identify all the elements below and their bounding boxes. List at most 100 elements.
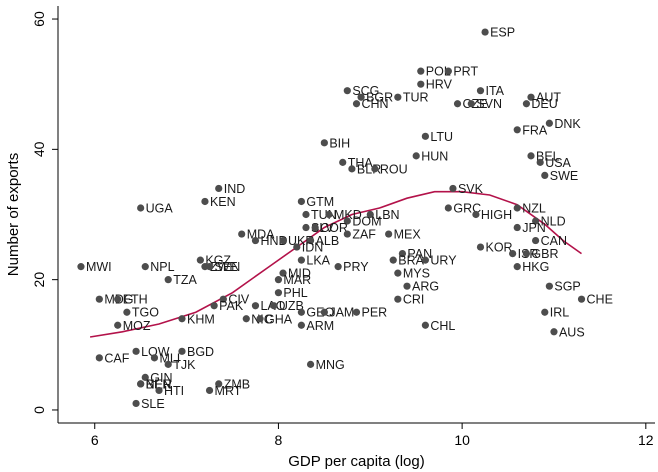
- data-point-label: HUN: [421, 149, 448, 163]
- data-point-label: USA: [545, 156, 571, 170]
- data-point: [141, 373, 149, 381]
- data-point: [141, 263, 149, 271]
- data-point: [297, 321, 305, 329]
- data-point: [178, 315, 186, 323]
- data-point: [513, 223, 521, 232]
- data-point: [251, 236, 260, 245]
- data-point: [550, 328, 558, 336]
- data-point-label: PRT: [453, 65, 478, 79]
- data-point-label: AUT: [536, 91, 561, 105]
- data-point: [270, 302, 278, 310]
- data-point-label: CHL: [430, 319, 455, 333]
- data-point-label: SVK: [458, 182, 484, 196]
- data-point-label: ESP: [490, 26, 515, 40]
- data-point: [343, 230, 351, 238]
- data-point-label: NZL: [522, 201, 546, 215]
- data-point-label: ARM: [306, 319, 334, 333]
- data-point: [522, 100, 531, 108]
- data-point: [132, 347, 140, 355]
- data-point: [394, 295, 402, 303]
- data-point-label: IRL: [550, 306, 570, 320]
- data-point-label: MEX: [394, 228, 422, 242]
- data-point-label: PAK: [219, 299, 244, 313]
- data-point-label: GEO: [306, 306, 334, 320]
- data-point-label: KHM: [187, 312, 215, 326]
- data-point-label: CHE: [587, 293, 613, 307]
- data-point: [343, 87, 351, 95]
- data-point-label: HRV: [426, 78, 453, 92]
- data-point: [210, 302, 218, 310]
- data-point-label: PHL: [283, 286, 307, 300]
- data-point: [132, 399, 140, 408]
- data-point-label: HIGH: [481, 208, 512, 222]
- data-point: [509, 249, 517, 258]
- x-tick-label: 10: [454, 432, 470, 448]
- data-point: [545, 282, 553, 290]
- data-point-label: IND: [224, 182, 246, 196]
- data-point: [155, 386, 163, 395]
- data-point-label: PRY: [343, 260, 369, 274]
- data-point-label: TGO: [132, 306, 159, 320]
- data-point-label: LKA: [306, 254, 330, 268]
- data-point-label: MLI: [159, 351, 180, 365]
- data-point: [476, 243, 485, 251]
- data-point-label: MNG: [316, 358, 345, 372]
- data-point: [215, 184, 223, 193]
- data-point-label: ROU: [380, 162, 408, 176]
- data-point: [476, 87, 485, 95]
- x-tick-label: 12: [638, 432, 654, 448]
- data-point: [371, 165, 379, 173]
- data-point-label: SVN: [476, 97, 502, 111]
- data-point: [215, 380, 223, 388]
- data-point: [467, 100, 475, 108]
- data-point-label: JAM: [329, 306, 354, 320]
- data-point: [522, 249, 531, 258]
- data-point: [302, 210, 310, 219]
- y-tick-label: 0: [31, 406, 47, 414]
- data-point: [238, 230, 246, 238]
- data-point-label: MOZ: [123, 319, 151, 333]
- data-point-label: CZE: [463, 97, 488, 111]
- data-point: [219, 295, 227, 303]
- data-point: [201, 197, 209, 206]
- x-tick-label: 6: [91, 432, 99, 448]
- data-point: [343, 217, 351, 225]
- data-point-label: TZA: [173, 273, 197, 287]
- data-point-label: NPL: [150, 260, 174, 274]
- data-point: [421, 321, 429, 329]
- data-point: [251, 302, 260, 310]
- data-point: [150, 354, 159, 362]
- data-point-label: BGR: [366, 91, 393, 105]
- data-point: [334, 263, 342, 271]
- data-point: [320, 308, 328, 316]
- data-point: [293, 243, 301, 251]
- data-point-label: GTM: [306, 195, 334, 209]
- data-point-label: MWI: [86, 260, 112, 274]
- data-point: [205, 263, 214, 271]
- data-point: [297, 256, 305, 264]
- data-point-label: DOM: [352, 215, 381, 229]
- data-point-label: ZAF: [352, 228, 376, 242]
- data-point-label: ZMB: [224, 377, 250, 391]
- data-point-label: UGA: [146, 201, 174, 215]
- data-point-label: KOR: [485, 241, 512, 255]
- data-point: [178, 347, 186, 355]
- data-point: [513, 126, 521, 134]
- data-point: [398, 249, 407, 258]
- data-point-label: TUN: [311, 208, 337, 222]
- data-point-label: AUS: [559, 325, 585, 339]
- data-point-label: GHA: [265, 312, 293, 326]
- data-point: [352, 100, 361, 108]
- data-point: [421, 256, 429, 264]
- data-point: [417, 80, 425, 88]
- y-tick-label: 40: [31, 141, 47, 157]
- data-point: [274, 289, 283, 297]
- data-point-label: PER: [362, 306, 388, 320]
- data-point-label: TUR: [403, 91, 429, 105]
- data-point-label: BRA: [398, 254, 424, 268]
- data-point-label: CAF: [104, 351, 129, 365]
- data-point: [256, 315, 264, 323]
- data-point: [77, 263, 85, 271]
